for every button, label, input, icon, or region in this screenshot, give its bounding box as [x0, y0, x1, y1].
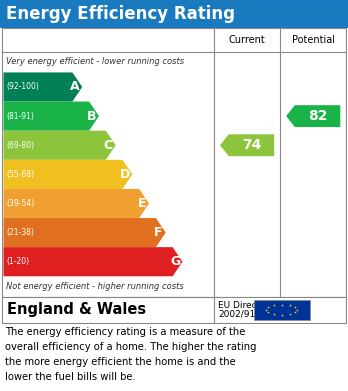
Text: (55-68): (55-68) — [6, 170, 34, 179]
Text: England & Wales: England & Wales — [7, 302, 146, 317]
Text: (1-20): (1-20) — [6, 257, 29, 266]
Bar — [254, 300, 310, 320]
Text: (92-100): (92-100) — [6, 83, 39, 91]
Text: 82: 82 — [308, 109, 327, 123]
Polygon shape — [220, 135, 274, 156]
Text: Very energy efficient - lower running costs: Very energy efficient - lower running co… — [6, 57, 184, 66]
Text: (81-91): (81-91) — [6, 111, 34, 120]
Text: (39-54): (39-54) — [6, 199, 34, 208]
Polygon shape — [3, 131, 116, 160]
Text: Energy Efficiency Rating: Energy Efficiency Rating — [6, 5, 235, 23]
Polygon shape — [3, 160, 132, 189]
Text: B: B — [87, 109, 96, 123]
Text: EU Directive: EU Directive — [218, 301, 274, 310]
Text: C: C — [104, 139, 113, 152]
Text: 2002/91/EC: 2002/91/EC — [218, 310, 270, 319]
Bar — [2, 28, 346, 297]
Text: Current: Current — [229, 35, 266, 45]
Polygon shape — [3, 189, 149, 218]
Text: D: D — [120, 168, 130, 181]
Text: The energy efficiency rating is a measure of the
overall efficiency of a home. T: The energy efficiency rating is a measur… — [5, 327, 257, 382]
Bar — [0, 0, 348, 28]
Text: 74: 74 — [242, 138, 261, 152]
Text: A: A — [70, 81, 80, 93]
Text: Not energy efficient - higher running costs: Not energy efficient - higher running co… — [6, 282, 184, 291]
Text: Potential: Potential — [292, 35, 335, 45]
Polygon shape — [3, 218, 166, 247]
Text: G: G — [170, 255, 180, 268]
Polygon shape — [286, 105, 340, 127]
Polygon shape — [3, 72, 82, 102]
Text: (21-38): (21-38) — [6, 228, 34, 237]
Bar — [2, 297, 346, 323]
Polygon shape — [3, 102, 99, 131]
Text: (69-80): (69-80) — [6, 141, 34, 150]
Polygon shape — [3, 247, 182, 276]
Text: E: E — [137, 197, 146, 210]
Text: F: F — [154, 226, 163, 239]
